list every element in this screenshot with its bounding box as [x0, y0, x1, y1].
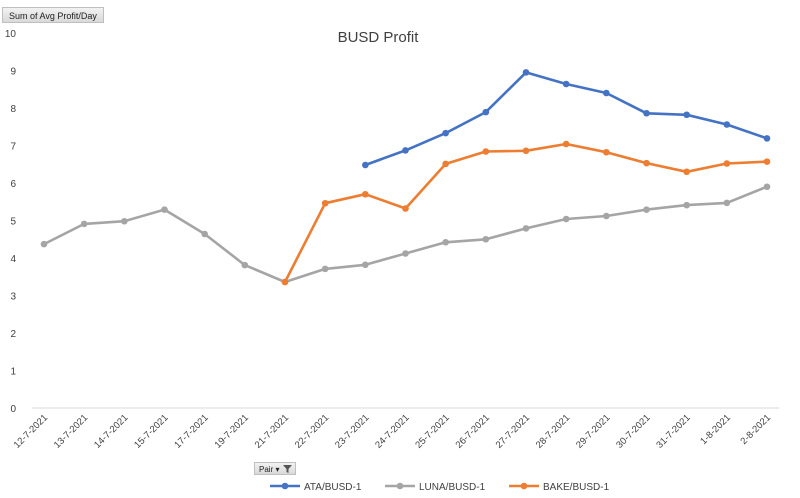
x-tick-label: 28-7-2021 — [534, 412, 572, 450]
x-tick-label: 19-7-2021 — [213, 412, 251, 450]
data-point — [603, 89, 610, 97]
data-point — [482, 108, 490, 116]
series-ata-busd-1 — [362, 69, 771, 169]
y-tick-label: 5 — [10, 217, 16, 228]
x-tick-label: 12-7-2021 — [12, 412, 50, 450]
data-point — [562, 140, 570, 148]
x-tick-label: 29-7-2021 — [574, 412, 612, 450]
data-point — [201, 230, 208, 238]
series-line — [283, 142, 769, 284]
x-tick-label: 25-7-2021 — [413, 412, 451, 450]
y-tick-label: 8 — [10, 104, 16, 115]
x-axis: 12-7-2021 13-7-2021 14-7-2021 15-7-2021 17-7… — [12, 407, 779, 451]
y-tick-label: 0 — [10, 404, 16, 415]
y-tick-label: 4 — [10, 254, 16, 265]
data-point — [522, 225, 530, 232]
data-point — [362, 161, 369, 169]
x-tick-label: 26-7-2021 — [454, 412, 492, 450]
chart-title: BUSD Profit — [338, 29, 420, 46]
data-point — [603, 148, 610, 156]
y-tick-label: 2 — [10, 329, 16, 340]
pair-filter-label: Pair — [259, 465, 274, 474]
dropdown-arrow-icon: ▾ — [275, 465, 280, 474]
y-tick-label: 7 — [10, 142, 16, 153]
x-tick-label: 27-7-2021 — [494, 412, 532, 450]
data-point — [402, 205, 409, 212]
data-point — [763, 135, 771, 142]
x-tick-label: 24-7-2021 — [373, 412, 411, 450]
data-point — [362, 190, 369, 198]
data-point — [482, 148, 490, 155]
data-point — [763, 183, 771, 191]
series-luna-busd-1 — [40, 183, 771, 286]
data-point — [402, 147, 409, 154]
y-tick-label: 9 — [10, 67, 16, 78]
data-point — [40, 240, 48, 248]
data-point — [321, 199, 329, 207]
data-point — [723, 121, 731, 128]
legend-label: BAKE/BUSD-1 — [543, 482, 610, 493]
data-point — [683, 168, 690, 176]
legend-item: LUNA/BUSD-1 — [385, 482, 486, 493]
data-point — [643, 109, 650, 117]
series-layer — [40, 69, 771, 286]
data-point — [362, 261, 369, 269]
data-point — [723, 160, 731, 167]
y-tick-label: 1 — [10, 367, 16, 378]
series-bake-busd-1 — [281, 140, 771, 286]
data-point — [482, 235, 490, 243]
data-point — [121, 217, 128, 225]
y-axis: 0 1 2 3 4 5 6 7 8 9 10 — [5, 29, 17, 415]
data-point — [321, 265, 329, 273]
data-point — [683, 111, 690, 119]
data-point — [763, 158, 771, 165]
filter-icon — [283, 465, 292, 473]
x-tick-label: 14-7-2021 — [92, 412, 130, 450]
x-tick-label: 22-7-2021 — [293, 412, 331, 450]
legend-item: ATA/BUSD-1 — [270, 482, 362, 493]
data-point — [281, 278, 289, 286]
x-tick-label: 15-7-2021 — [132, 412, 170, 450]
data-point — [683, 201, 690, 209]
data-point — [723, 199, 731, 207]
x-tick-label: 23-7-2021 — [333, 412, 371, 450]
legend-marker — [520, 482, 528, 490]
data-point — [643, 206, 650, 213]
x-tick-label: 1-8-2021 — [698, 412, 733, 447]
legend-marker — [396, 482, 404, 490]
data-point — [80, 220, 88, 228]
data-point — [442, 160, 449, 168]
x-tick-label: 30-7-2021 — [614, 412, 652, 450]
data-point — [562, 215, 570, 223]
data-point — [603, 212, 610, 220]
legend-item: BAKE/BUSD-1 — [509, 482, 610, 493]
data-point — [442, 238, 449, 246]
x-tick-label: 2-8-2021 — [738, 412, 773, 447]
data-point — [562, 80, 570, 88]
data-point — [161, 206, 168, 213]
legend-label: LUNA/BUSD-1 — [419, 482, 486, 493]
data-point — [442, 129, 449, 137]
y-tick-label: 3 — [10, 292, 16, 303]
y-tick-label: 6 — [10, 179, 16, 190]
legend-label: ATA/BUSD-1 — [304, 482, 362, 493]
data-point — [402, 250, 409, 257]
series-line — [42, 185, 769, 284]
value-field-button[interactable]: Sum of Avg Profit/Day — [2, 7, 104, 23]
data-point — [643, 159, 650, 167]
legend-marker — [281, 482, 289, 490]
x-tick-label: 13-7-2021 — [52, 412, 90, 450]
x-tick-label: 21-7-2021 — [253, 412, 291, 450]
pair-filter-button[interactable]: Pair ▾ — [254, 462, 296, 475]
data-point — [241, 261, 249, 269]
x-tick-label: 31-7-2021 — [654, 412, 692, 450]
data-point — [522, 69, 530, 76]
x-tick-label: 17-7-2021 — [172, 412, 210, 450]
legend: ATA/BUSD-1 LUNA/BUSD-1 BAKE/BUSD-1 — [270, 482, 610, 493]
y-tick-label: 10 — [5, 29, 17, 40]
data-point — [522, 147, 530, 155]
